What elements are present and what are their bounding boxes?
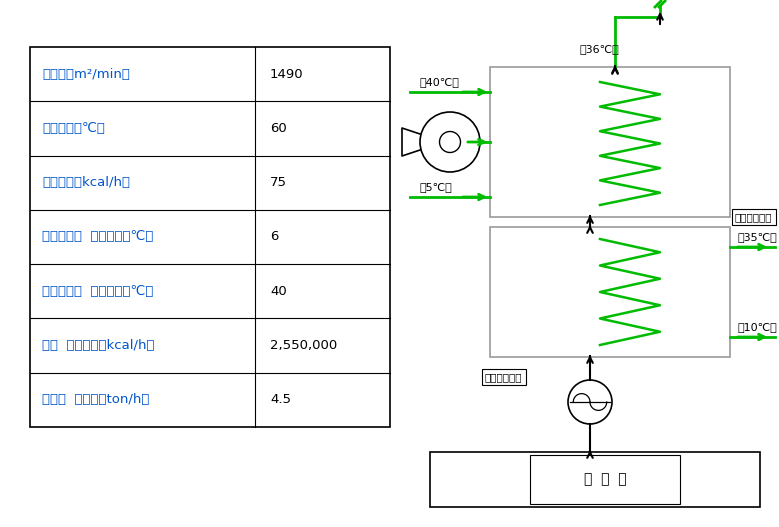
Text: 热交换机器  出口温度（℃）: 热交换机器 出口温度（℃） [42,285,153,298]
Text: （5℃）: （5℃） [420,182,453,192]
Text: 封  闭  罐: 封 闭 罐 [583,473,626,486]
Circle shape [568,380,612,424]
Text: 排气量（m²/min）: 排气量（m²/min） [42,67,130,81]
Text: 现有热交换机: 现有热交换机 [485,372,523,382]
Text: 60: 60 [270,122,287,135]
Circle shape [439,132,460,152]
Text: 40: 40 [270,285,287,298]
Text: 4.5: 4.5 [270,393,291,406]
Text: 清水  加热温度（kcal/h）: 清水 加热温度（kcal/h） [42,339,154,352]
Text: （35℃）: （35℃） [738,232,777,242]
Bar [490,67,730,217]
Text: 1490: 1490 [270,67,304,81]
Bar [530,455,680,504]
Text: 6: 6 [270,230,278,243]
Text: 排气温度（℃）: 排气温度（℃） [42,122,105,135]
Bar [430,452,760,507]
Text: （40℃）: （40℃） [420,77,460,87]
Text: 白烟消除设备: 白烟消除设备 [735,212,773,222]
Text: 凝缩水  回收量（ton/h）: 凝缩水 回收量（ton/h） [42,393,150,406]
Text: （10℃）: （10℃） [738,322,777,332]
Text: 2,550,000: 2,550,000 [270,339,337,352]
Bar [490,227,730,357]
Text: 75: 75 [270,176,287,189]
Text: （36℃）: （36℃） [580,44,620,54]
Circle shape [420,112,480,172]
Text: 清水流量（kcal/h）: 清水流量（kcal/h） [42,176,130,189]
Text: 热交换机器  入口温度（℃）: 热交换机器 入口温度（℃） [42,230,153,243]
Bar [30,47,390,427]
